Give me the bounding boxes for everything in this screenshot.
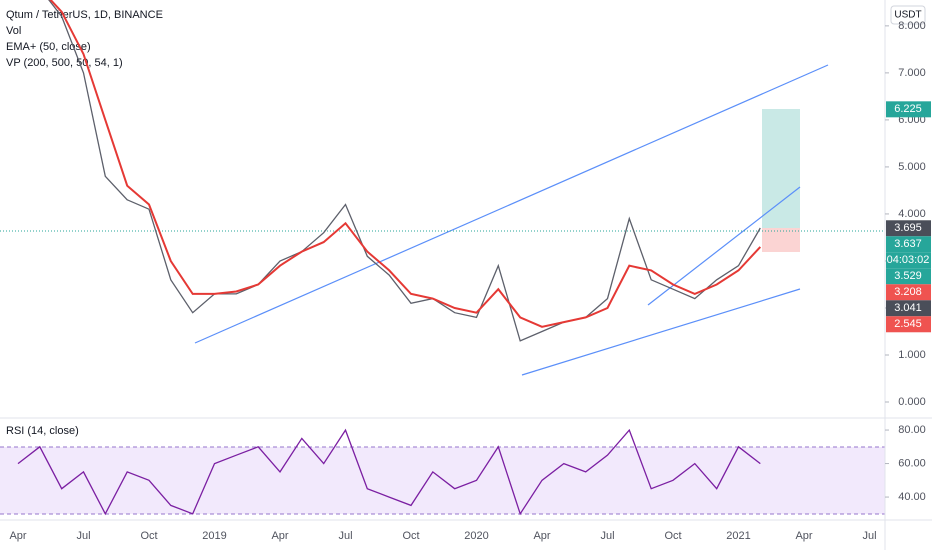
price-label: 3.695 — [894, 222, 922, 234]
x-tick-label: Oct — [140, 530, 157, 542]
y-tick-label: 1.000 — [898, 349, 926, 361]
x-tick-label: 2021 — [726, 530, 750, 542]
rsi-line — [17, 428, 761, 516]
price-label: 3.529 — [894, 270, 922, 282]
rsi-tick-label: 80.00 — [898, 424, 926, 436]
y-tick-label: 5.000 — [898, 161, 926, 173]
loss-zone — [762, 228, 800, 252]
price-label: 6.225 — [894, 103, 922, 115]
indicator-label: VP (200, 500, 50, 54, 1) — [6, 57, 123, 69]
price-label: 3.637 — [894, 238, 922, 250]
x-tick-label: Oct — [402, 530, 419, 542]
x-tick-label: Oct — [664, 530, 681, 542]
currency: USDT — [894, 10, 921, 21]
price-label: 3.208 — [894, 286, 922, 298]
x-tick-label: Jul — [600, 530, 614, 542]
x-tick-label: 2020 — [464, 530, 488, 542]
price-label-box — [886, 252, 931, 269]
rsi-tick-label: 60.00 — [898, 457, 926, 469]
rsi-title: RSI (14, close) — [6, 425, 79, 437]
price-label: 3.041 — [894, 302, 922, 314]
y-tick-label: 0.000 — [898, 396, 926, 408]
rsi-tick-label: 40.00 — [898, 491, 926, 503]
price-label-box — [886, 316, 931, 333]
indicator-label: Vol — [6, 25, 21, 37]
x-tick-label: Jul — [338, 530, 352, 542]
countdown: 04:03:02 — [887, 254, 930, 266]
x-tick-label: Apr — [9, 530, 26, 542]
x-tick-label: Apr — [795, 530, 812, 542]
rsi-band — [0, 447, 885, 514]
currency-button[interactable] — [890, 5, 926, 25]
x-tick-label: Jul — [76, 530, 90, 542]
price-line — [49, 0, 762, 328]
profit-zone — [762, 109, 800, 228]
y-tick-label: 8.000 — [898, 20, 926, 32]
x-tick-label: Jul — [862, 530, 876, 542]
price-label-box — [886, 236, 931, 253]
trend-line — [194, 64, 829, 344]
y-tick-label: 4.000 — [898, 208, 926, 220]
chart-title: Qtum / TetherUS, 1D, BINANCE — [6, 9, 163, 21]
price-line — [48, 0, 761, 342]
price-label-box — [886, 284, 931, 301]
x-tick-label: 2019 — [202, 530, 226, 542]
x-tick-label: Apr — [533, 530, 550, 542]
price-label-box — [886, 268, 931, 285]
price-label-box — [886, 220, 931, 237]
price-label-box — [886, 101, 931, 118]
price-label-box — [886, 300, 931, 317]
price-label: 2.545 — [894, 318, 922, 330]
trend-line — [521, 288, 801, 376]
x-tick-label: Apr — [271, 530, 288, 542]
indicator-label: EMA+ (50, close) — [6, 41, 91, 53]
y-tick-label: 7.000 — [898, 67, 926, 79]
